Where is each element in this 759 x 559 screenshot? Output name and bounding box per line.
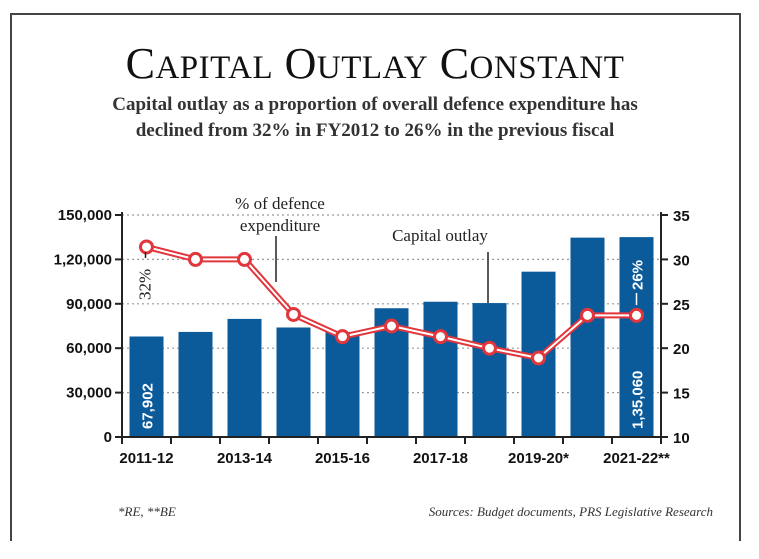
bar-2017-18	[423, 301, 458, 437]
bar-annotation: Capital outlay	[392, 226, 488, 245]
bar-2013-14	[227, 318, 262, 437]
line-point-2020-21	[580, 307, 595, 323]
bar-2014-15	[276, 327, 311, 437]
line-point-2011-12	[139, 239, 154, 255]
line-point-2019-20*	[531, 350, 546, 366]
left-tick-label: 1,20,000	[54, 251, 112, 268]
footnote: *RE, **BE	[118, 504, 176, 519]
left-tick-label: 0	[104, 429, 112, 446]
x-tick-label: 2017-18	[413, 450, 468, 467]
left-tick-label: 90,000	[66, 296, 112, 313]
bar-2011-12	[129, 336, 164, 437]
first-pct-label: 32%	[136, 269, 155, 300]
line-annotation-line-2: expenditure	[240, 216, 320, 235]
right-tick-label: 10	[673, 430, 690, 447]
last-pct-label: 26%	[630, 260, 647, 290]
bar-2015-16	[325, 331, 360, 437]
chart-subtitle-line-1: Capital outlay as a proportion of overal…	[112, 94, 638, 115]
x-tick-label: 2015-16	[315, 450, 370, 467]
chart-frame	[10, 13, 741, 541]
right-tick-label: 35	[673, 208, 690, 225]
left-tick-label: 30,000	[66, 385, 112, 402]
line-point-2015-16	[335, 329, 350, 345]
line-point-2016-17	[384, 318, 399, 334]
bar-2018-19	[472, 303, 507, 437]
bar-value-label-first: 67,902	[140, 383, 157, 429]
bar-2012-13	[178, 331, 213, 437]
source-note: Sources: Budget documents, PRS Legislati…	[429, 504, 713, 519]
left-tick-label: 60,000	[66, 340, 112, 357]
x-tick-label: 2013-14	[217, 450, 273, 467]
right-tick-label: 15	[673, 386, 690, 403]
x-tick-label: 2011-12	[119, 450, 173, 467]
right-tick-label: 30	[673, 252, 690, 269]
line-point-2021-22**	[629, 307, 644, 323]
chart-title: CAPITAL OUTLAY CONSTANT	[126, 39, 625, 88]
line-annotation-line-1: % of defence	[235, 194, 325, 213]
right-tick-label: 25	[673, 297, 690, 314]
line-point-2014-15	[286, 306, 301, 322]
bar-value-label-last: 1,35,060	[630, 371, 647, 429]
bar-2021-22**	[619, 237, 654, 437]
x-tick-label: 2019-20*	[508, 450, 569, 467]
line-point-2013-14	[237, 251, 252, 267]
line-point-2017-18	[433, 329, 448, 345]
line-point-2012-13	[188, 251, 203, 267]
bar-2020-21	[570, 237, 605, 437]
left-tick-label: 150,000	[58, 207, 112, 224]
chart-subtitle-line-2: declined from 32% in FY2012 to 26% in th…	[136, 120, 615, 141]
right-tick-label: 20	[673, 341, 690, 358]
line-point-2018-19	[482, 340, 497, 356]
x-tick-label: 2021-22**	[603, 450, 670, 467]
